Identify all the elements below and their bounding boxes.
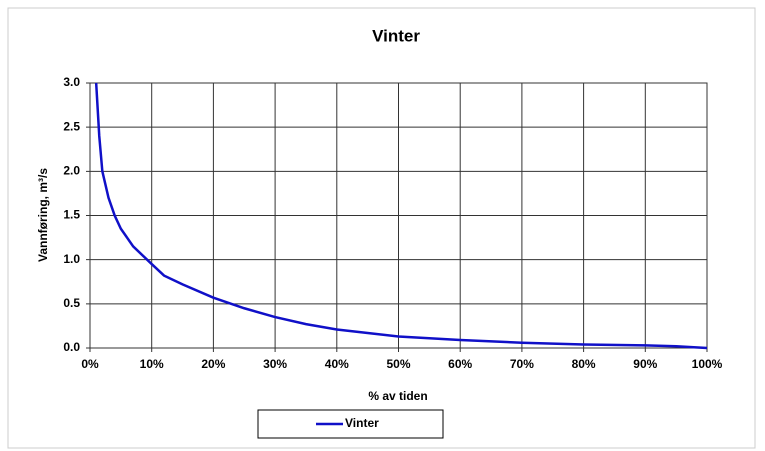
x-tick-label: 30%	[263, 357, 287, 371]
legend-label: Vinter	[345, 416, 379, 430]
x-tick-label: 50%	[386, 357, 410, 371]
y-tick-label: 2.5	[63, 119, 80, 133]
x-tick-label: 0%	[81, 357, 99, 371]
chart-title: Vinter	[372, 26, 420, 45]
legend	[257, 409, 444, 439]
y-tick-label: 1.5	[63, 208, 80, 222]
y-axis-label: Vannføring, m³/s	[36, 168, 50, 262]
y-tick-label: 2.0	[63, 164, 80, 178]
y-tick-label: 0.5	[63, 296, 80, 310]
y-tick-label: 0.0	[63, 340, 80, 354]
x-tick-label: 60%	[448, 357, 472, 371]
data-line	[94, 82, 708, 350]
y-tick-label: 3.0	[63, 75, 80, 89]
x-tick-label: 20%	[201, 357, 225, 371]
x-tick-label: 10%	[140, 357, 164, 371]
x-tick-label: 90%	[633, 357, 657, 371]
y-tick-label: 1.0	[63, 252, 80, 266]
x-tick-label: 70%	[510, 357, 534, 371]
x-tick-label: 100%	[692, 357, 723, 371]
x-tick-label: 80%	[572, 357, 596, 371]
x-axis-label: % av tiden	[368, 389, 427, 403]
x-tick-label: 40%	[325, 357, 349, 371]
